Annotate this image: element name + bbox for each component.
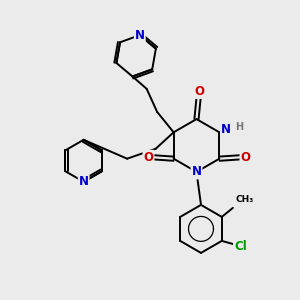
Text: CH₃: CH₃: [236, 195, 254, 204]
Text: Cl: Cl: [234, 240, 247, 253]
Text: H: H: [235, 122, 243, 132]
Text: O: O: [143, 151, 153, 164]
Text: O: O: [241, 151, 250, 164]
Text: N: N: [221, 123, 231, 136]
Text: N: N: [135, 28, 145, 42]
Text: N: N: [79, 175, 88, 188]
Text: O: O: [194, 85, 204, 98]
Text: N: N: [191, 165, 202, 178]
